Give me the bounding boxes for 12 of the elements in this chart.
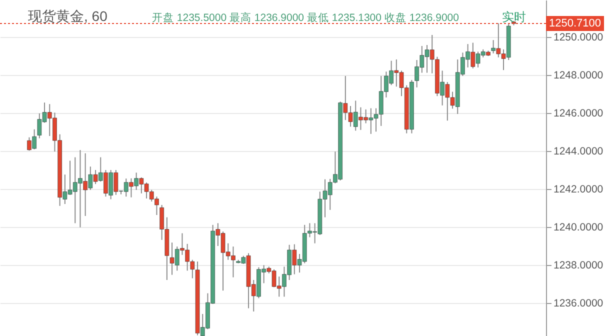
y-tick-label: 1248.0000 — [554, 70, 604, 82]
y-tick-label: 1240.0000 — [554, 221, 604, 234]
y-tick-label: 1236.0000 — [554, 297, 604, 310]
ref-line-label: 1250.7100 — [549, 18, 601, 30]
y-tick-label: 1244.0000 — [554, 146, 604, 158]
y-tick-label: 1238.0000 — [554, 259, 604, 272]
y-tick-label: 1242.0000 — [554, 183, 604, 196]
annotation: 实时 — [502, 10, 526, 24]
y-tick-label: 1246.0000 — [554, 108, 604, 120]
text: 开盘 1235.5000 最高 1236.9000 最低 1235.1300 收盘 1236.9000 — [152, 11, 460, 24]
y-tick-label: 1250.0000 — [554, 32, 604, 44]
text: 现货黄金, 60 — [28, 8, 108, 24]
